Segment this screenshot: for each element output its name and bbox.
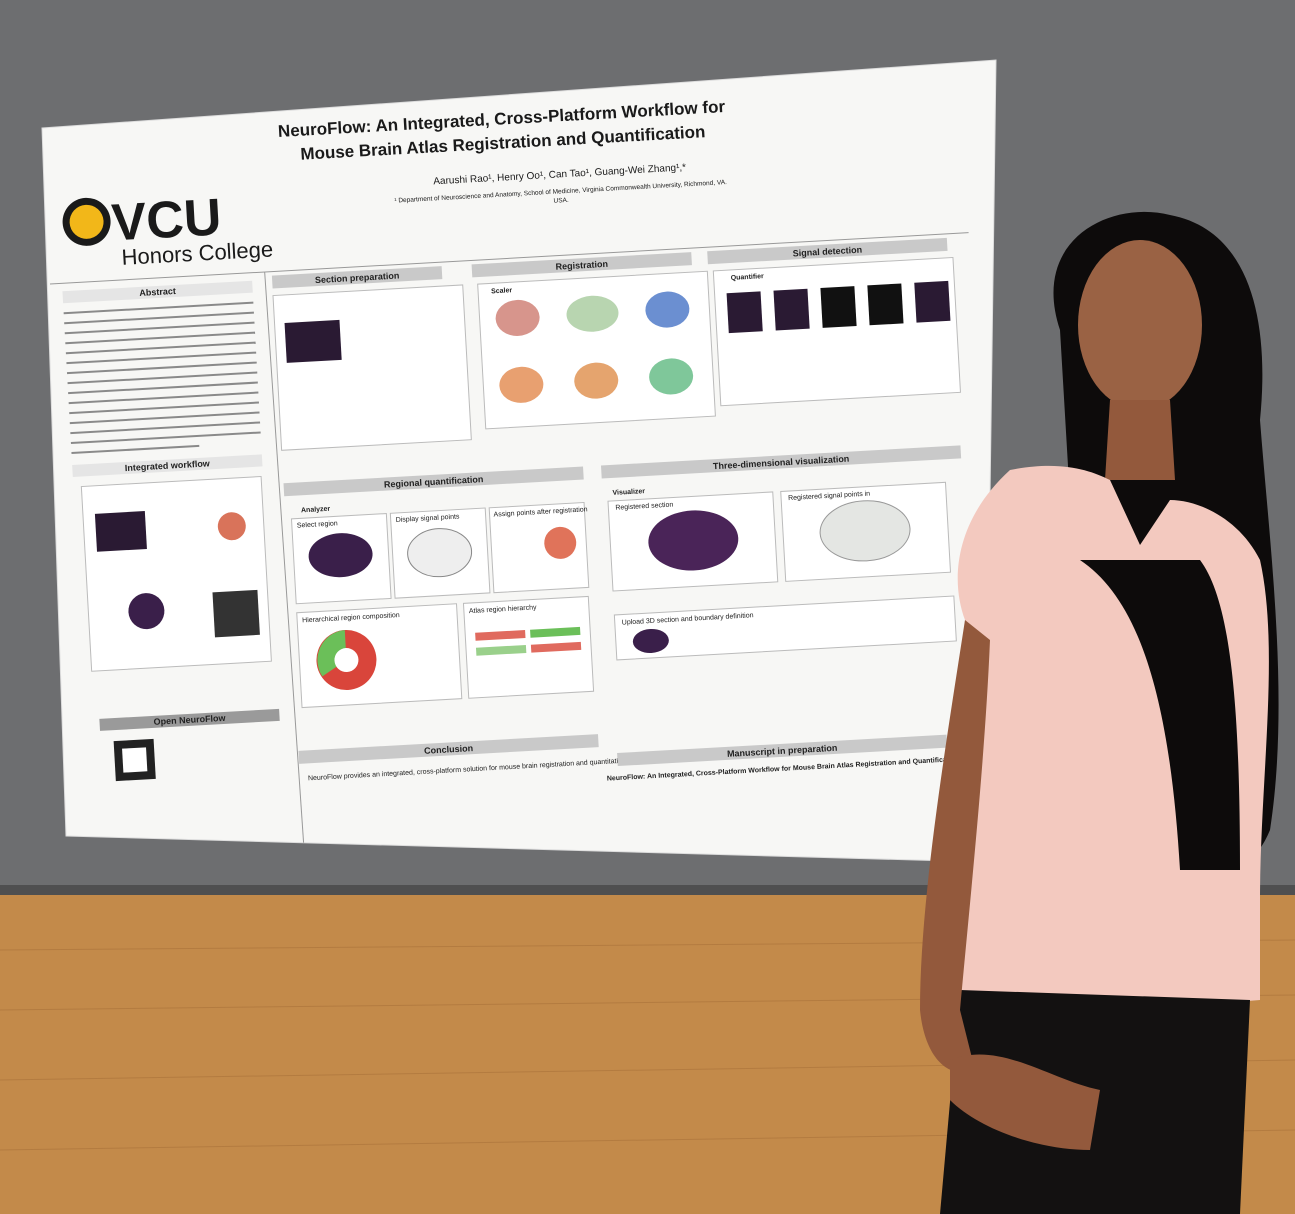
affiliation: USA. bbox=[553, 197, 569, 205]
section-header: Conclusion bbox=[424, 743, 473, 756]
header-bar bbox=[99, 708, 280, 731]
figure-image bbox=[648, 510, 739, 571]
panel-label: Display signal points bbox=[396, 513, 461, 524]
header-bar bbox=[298, 734, 599, 764]
header-bar bbox=[271, 266, 443, 289]
workflow-figure bbox=[80, 475, 272, 672]
hair bbox=[1080, 560, 1240, 870]
section-header: Signal detection bbox=[792, 245, 862, 259]
panel bbox=[462, 595, 595, 699]
seal bbox=[69, 204, 104, 239]
figure-image bbox=[530, 626, 581, 638]
figure-image bbox=[632, 628, 669, 654]
section-header: Integrated workflow bbox=[125, 458, 211, 473]
panel-label: Quantifier bbox=[731, 273, 765, 282]
arm bbox=[920, 620, 990, 1073]
panel bbox=[613, 595, 957, 661]
panel bbox=[488, 501, 590, 594]
header-bar bbox=[707, 237, 948, 265]
header-bar bbox=[600, 445, 962, 479]
hands bbox=[950, 1054, 1100, 1150]
figure-image bbox=[544, 526, 577, 559]
header-bar bbox=[471, 252, 692, 278]
figure-image bbox=[407, 528, 473, 578]
figure-image bbox=[334, 648, 359, 673]
section-header: Section preparation bbox=[315, 270, 400, 285]
panel-label: Registered signal points in bbox=[788, 491, 870, 503]
figure-image bbox=[566, 295, 619, 332]
figure-image bbox=[499, 366, 544, 403]
panel-label: Atlas region hierarchy bbox=[469, 604, 537, 615]
panel-label: Scaler bbox=[491, 287, 513, 295]
figure-image bbox=[574, 362, 619, 399]
divider bbox=[264, 271, 305, 843]
figure-image bbox=[773, 288, 810, 331]
figure-image bbox=[94, 511, 147, 552]
figure-image bbox=[530, 641, 582, 653]
logo: VCU bbox=[110, 188, 223, 252]
figure-image bbox=[867, 283, 904, 326]
header-bar bbox=[62, 280, 253, 304]
panel-label: Visualizer bbox=[612, 488, 645, 497]
qr-code bbox=[122, 747, 148, 773]
figure-image bbox=[284, 319, 342, 363]
figure-image bbox=[645, 291, 690, 328]
figure-image bbox=[128, 593, 165, 630]
figure-image bbox=[212, 589, 260, 638]
figure-image bbox=[217, 512, 246, 541]
figure-image bbox=[820, 286, 857, 328]
header-bar bbox=[283, 466, 584, 497]
figure-image bbox=[914, 280, 951, 323]
figure-image bbox=[495, 299, 540, 336]
header-bar bbox=[72, 454, 263, 478]
figure-image bbox=[475, 629, 526, 641]
divider bbox=[49, 232, 969, 285]
panel-label: Analyzer bbox=[301, 506, 331, 515]
panel-label: Registered section bbox=[615, 502, 673, 512]
panel-label: Select region bbox=[297, 520, 338, 529]
figure-image bbox=[819, 500, 911, 562]
figure-image bbox=[475, 644, 527, 656]
abstract-lines bbox=[63, 301, 261, 455]
neck bbox=[1105, 400, 1175, 480]
face bbox=[1078, 240, 1202, 410]
prep-figure bbox=[272, 284, 472, 451]
figure-image bbox=[726, 291, 763, 334]
figure-image bbox=[649, 358, 694, 395]
section-header: Registration bbox=[555, 259, 608, 272]
section-header: Open NeuroFlow bbox=[153, 713, 226, 727]
figure-image bbox=[308, 533, 373, 578]
section-header: Abstract bbox=[139, 286, 176, 298]
header-bar bbox=[617, 734, 948, 767]
